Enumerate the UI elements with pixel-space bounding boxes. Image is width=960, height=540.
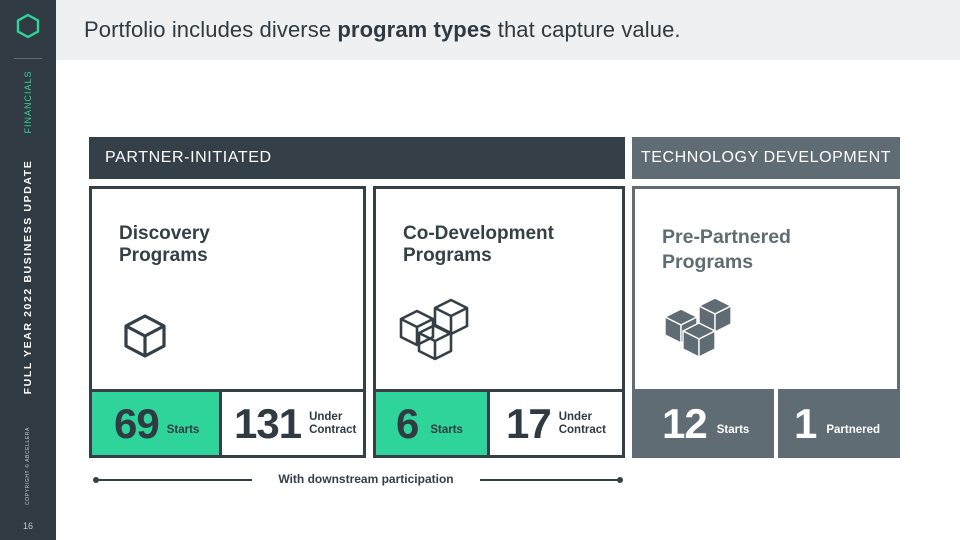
codevelopment-programs-card: Co-Development Programs 6 Starts 17 Unde…: [373, 186, 625, 458]
hexagon-logo-icon: [16, 13, 40, 39]
prepartnered-stats: 12 Starts 1 Partnered: [632, 389, 900, 458]
cube-stack-outline-icon: [399, 298, 469, 361]
partner-initiated-bar: PARTNER-INITIATED: [89, 137, 625, 179]
codev-title-line2: Programs: [403, 245, 492, 266]
prepartnered-starts-label: Starts: [716, 424, 750, 436]
prepartnered-partnered: 1 Partnered: [774, 389, 900, 458]
discovery-title-line1: Discovery: [119, 223, 210, 244]
participation-label: With downstream participation: [278, 472, 454, 486]
codev-starts: 6 Starts: [376, 389, 487, 455]
codev-title: Co-Development Programs: [403, 223, 554, 267]
discovery-contract-label: Under Contract: [309, 411, 356, 437]
contract-label-line1: Under: [558, 410, 592, 423]
discovery-contract-value: 131: [234, 399, 302, 447]
partnered-value: 1: [794, 399, 817, 447]
headline-emphasis: program types: [337, 17, 492, 42]
prepartnered-starts: 12 Starts: [632, 389, 774, 458]
headline-text-pre: Portfolio includes diverse: [84, 17, 338, 42]
slide-headline: Portfolio includes diverse program types…: [84, 17, 681, 43]
sidebar-divider: [14, 58, 42, 59]
codev-starts-value: 6: [396, 399, 419, 447]
codev-under-contract: 17 Under Contract: [487, 389, 622, 455]
codev-starts-label: Starts: [430, 424, 463, 436]
contract-label-line1: Under: [309, 410, 343, 423]
discovery-starts: 69 Starts: [92, 389, 219, 455]
participation-line-left: [96, 479, 252, 481]
codev-contract-value: 17: [506, 399, 552, 447]
contract-label-line2: Contract: [558, 423, 606, 436]
prepartnered-title: Pre-Partnered Programs: [662, 225, 791, 275]
single-cube-icon: [124, 314, 166, 358]
headline-text-post: that capture value.: [491, 17, 681, 42]
sidebar: FINANCIALS FULL YEAR 2022 BUSINESS UPDAT…: [0, 0, 56, 540]
deck-title: FULL YEAR 2022 BUSINESS UPDATE: [22, 159, 34, 395]
technology-development-bar: TECHNOLOGY DEVELOPMENT: [632, 137, 900, 179]
codev-contract-label: Under Contract: [559, 411, 606, 437]
prepartnered-title-line1: Pre-Partnered: [662, 226, 791, 248]
discovery-under-contract: 131 Under Contract: [219, 389, 363, 455]
cube-stack-solid-icon: [665, 297, 732, 358]
contract-label-line2: Contract: [309, 423, 357, 436]
discovery-programs-card: Discovery Programs 69 Starts 131 Under Co…: [89, 186, 366, 458]
partnered-label: Partnered: [826, 424, 881, 436]
copyright-notice: COPYRIGHT © ABCELLERA: [25, 427, 31, 505]
prepartnered-starts-value: 12: [662, 399, 708, 447]
section-label: FINANCIALS: [23, 70, 33, 134]
page-number: 16: [22, 521, 33, 531]
discovery-starts-label: Starts: [166, 424, 200, 436]
prepartnered-title-line2: Programs: [662, 251, 754, 273]
codev-title-line1: Co-Development: [403, 223, 554, 244]
discovery-stats: 69 Starts 131 Under Contract: [92, 389, 363, 455]
participation-line-end-dot: [617, 477, 623, 483]
discovery-title: Discovery Programs: [119, 223, 210, 267]
discovery-title-line2: Programs: [119, 245, 208, 266]
header-band: Portfolio includes diverse program types…: [56, 0, 960, 60]
codev-stats: 6 Starts 17 Under Contract: [376, 389, 622, 455]
participation-line-right: [480, 479, 620, 481]
discovery-starts-value: 69: [114, 399, 160, 447]
prepartnered-programs-card: Pre-Partnered Programs 12 Starts 1 Partn…: [632, 186, 900, 458]
